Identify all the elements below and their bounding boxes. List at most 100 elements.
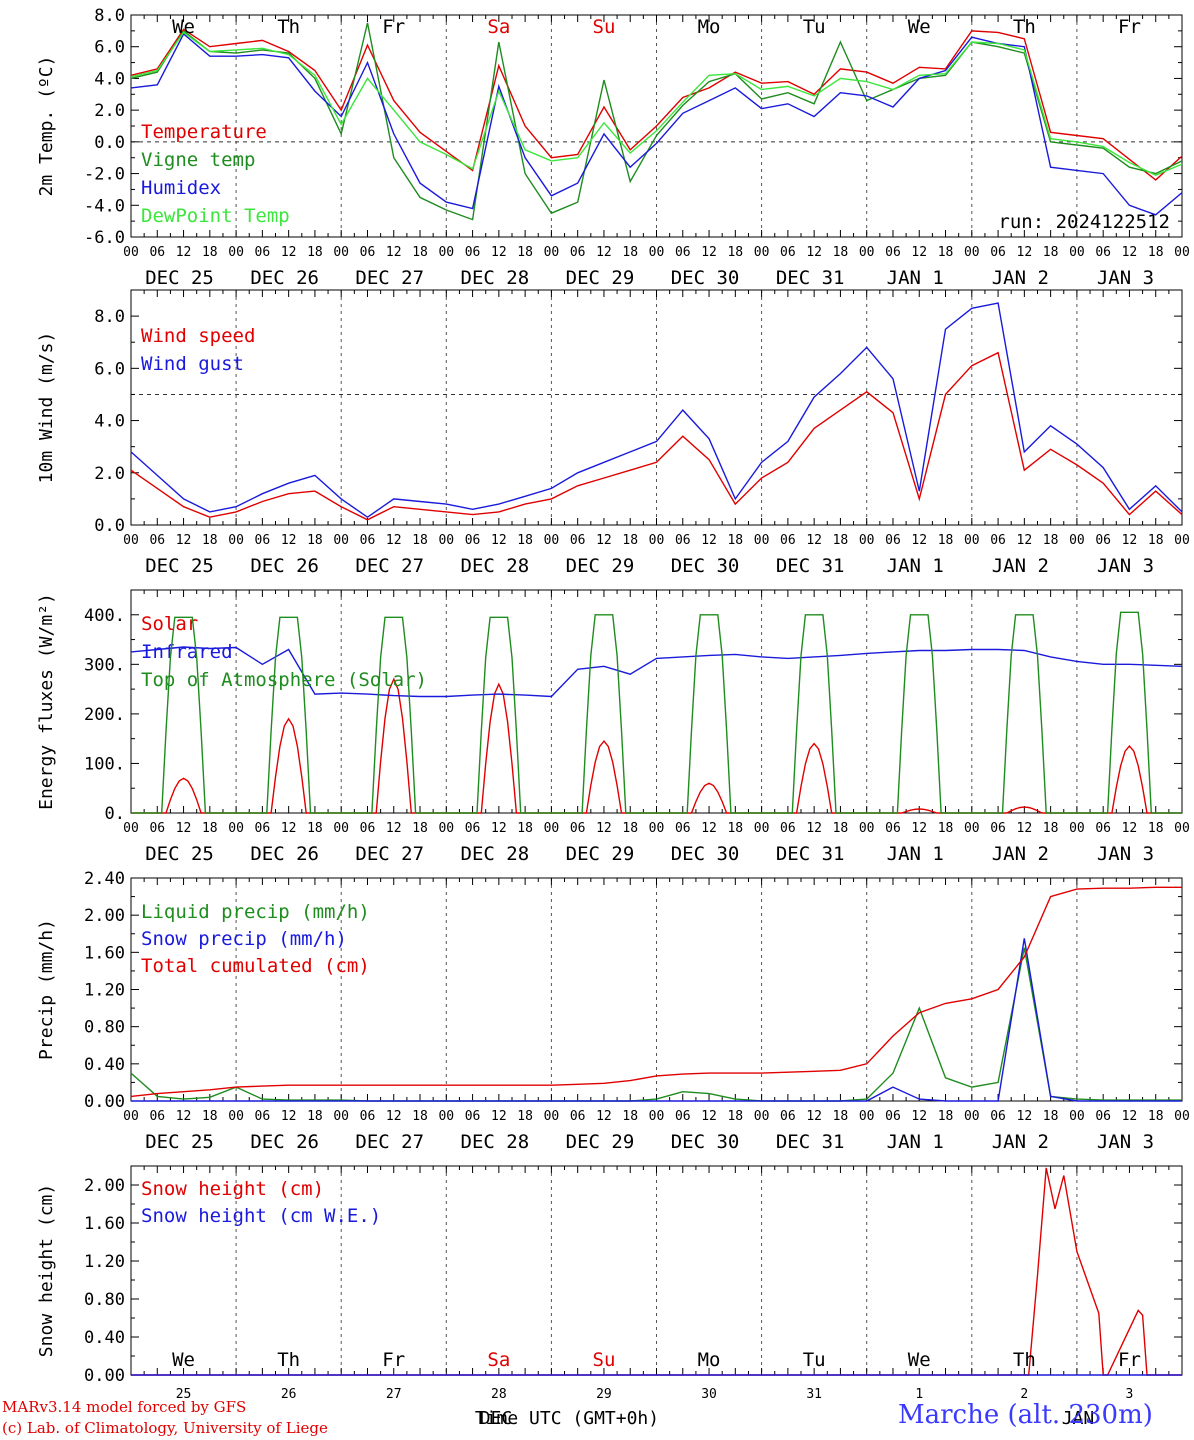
weekday-label-top: We [908,16,931,38]
series-line-temperature [130,28,1183,181]
y-tick-label: 0.0 [94,516,125,536]
date-label: DEC 28 [461,1131,530,1153]
date-label: DEC 29 [566,267,635,289]
y-tick-label: 1.20 [84,981,125,1001]
hour-tick-label: 18 [517,533,533,548]
hour-tick-label: 06 [149,1109,165,1124]
hour-tick-label: 12 [281,245,297,260]
weekday-label-bottom: Fr [382,1349,405,1371]
legend-entry: Snow precip (mm/h) [141,928,347,950]
series-line-total-cumulated-cm- [130,886,1182,1098]
date-label: DEC 31 [776,1131,845,1153]
date-label: JAN 2 [992,1131,1049,1153]
hour-tick-label: 06 [675,245,691,260]
weekday-label-top: We [172,16,195,38]
hour-tick-label: 12 [1122,245,1138,260]
hour-tick-label: 06 [570,1109,586,1124]
hour-tick-label: 00 [859,1109,875,1124]
hour-tick-label: 00 [649,1109,665,1124]
y-tick-label: 0. [105,804,125,824]
hour-tick-label: 00 [859,245,875,260]
hour-tick-label: 12 [1017,821,1033,836]
hour-tick-label: 12 [1122,821,1138,836]
hour-tick-label: 00 [1069,533,1085,548]
hour-tick-label: 00 [123,245,139,260]
legend-entry: Total cumulated (cm) [141,955,370,977]
hour-tick-label: 06 [465,821,481,836]
hour-tick-label: 18 [412,821,428,836]
date-label: JAN 3 [1097,843,1154,865]
series-line-vigne-temp [130,22,1183,221]
day-number-label: 30 [701,1387,717,1402]
hour-tick-label: 12 [1017,245,1033,260]
legend-entry: Liquid precip (mm/h) [141,901,370,923]
weekday-label-bottom: Mo [698,1349,721,1371]
legend-entry: Snow height (cm) [141,1178,324,1200]
hour-tick-label: 18 [938,1109,954,1124]
date-label: DEC 28 [461,267,530,289]
hour-tick-label: 00 [228,821,244,836]
hour-tick-label: 18 [307,1109,323,1124]
hour-tick-label: 18 [833,821,849,836]
hour-tick-label: 00 [964,533,980,548]
hour-tick-label: 18 [202,245,218,260]
hour-tick-label: 00 [1174,533,1190,548]
hour-tick-label: 00 [228,245,244,260]
y-tick-label: 6.0 [94,359,125,379]
weekday-label-bottom: Tu [803,1349,826,1371]
legend-entry: Wind gust [141,353,244,375]
hour-tick-label: 00 [333,1109,349,1124]
y-tick-label: 1.20 [84,1252,125,1272]
hour-tick-label: 06 [570,245,586,260]
hour-tick-label: 18 [727,533,743,548]
y-tick-label: -2.0 [84,165,125,185]
y-tick-label: -4.0 [84,196,125,216]
hour-tick-label: 12 [491,1109,507,1124]
series-line-wind-speed [130,351,1183,521]
date-label: DEC 29 [566,843,635,865]
date-label: JAN 2 [992,267,1049,289]
weekday-label-top: Fr [1118,16,1141,38]
hour-tick-label: 12 [806,821,822,836]
date-label: DEC 26 [250,843,319,865]
hour-tick-label: 06 [1095,245,1111,260]
hour-tick-label: 12 [911,533,927,548]
day-number-label: 1 [915,1387,923,1402]
y-tick-label: 8.0 [94,6,125,26]
hour-tick-label: 06 [885,533,901,548]
hour-tick-label: 12 [176,245,192,260]
hour-tick-label: 06 [885,821,901,836]
date-label: DEC 26 [250,267,319,289]
hour-tick-label: 12 [911,1109,927,1124]
day-number-label: 25 [176,1387,192,1402]
hour-tick-label: 12 [176,821,192,836]
date-label: DEC 26 [250,555,319,577]
hour-tick-label: 18 [517,821,533,836]
hour-tick-label: 18 [517,1109,533,1124]
hour-tick-label: 12 [911,245,927,260]
date-label: JAN 3 [1097,555,1154,577]
hour-tick-label: 18 [833,1109,849,1124]
hour-tick-label: 00 [228,533,244,548]
hour-tick-label: 00 [438,533,454,548]
hour-tick-label: 12 [596,1109,612,1124]
hour-tick-label: 00 [649,821,665,836]
hour-tick-label: 00 [438,245,454,260]
date-label: DEC 30 [671,267,740,289]
hour-tick-label: 06 [1095,533,1111,548]
hour-tick-label: 12 [386,1109,402,1124]
hour-tick-label: 06 [465,533,481,548]
date-label: DEC 25 [145,843,214,865]
legend-entry: Solar [141,613,198,635]
hour-tick-label: 00 [228,1109,244,1124]
hour-tick-label: 18 [1043,1109,1059,1124]
legend-entry: Temperature [141,121,267,143]
series-line-top-of-atmosphere-solar- [131,611,1182,814]
date-label: DEC 25 [145,267,214,289]
hour-tick-label: 12 [386,533,402,548]
weekday-label-bottom: Sa [487,1349,510,1371]
hour-tick-label: 06 [255,821,271,836]
legend-entry: Wind speed [141,325,255,347]
date-label: DEC 30 [671,555,740,577]
hour-tick-label: 18 [202,1109,218,1124]
